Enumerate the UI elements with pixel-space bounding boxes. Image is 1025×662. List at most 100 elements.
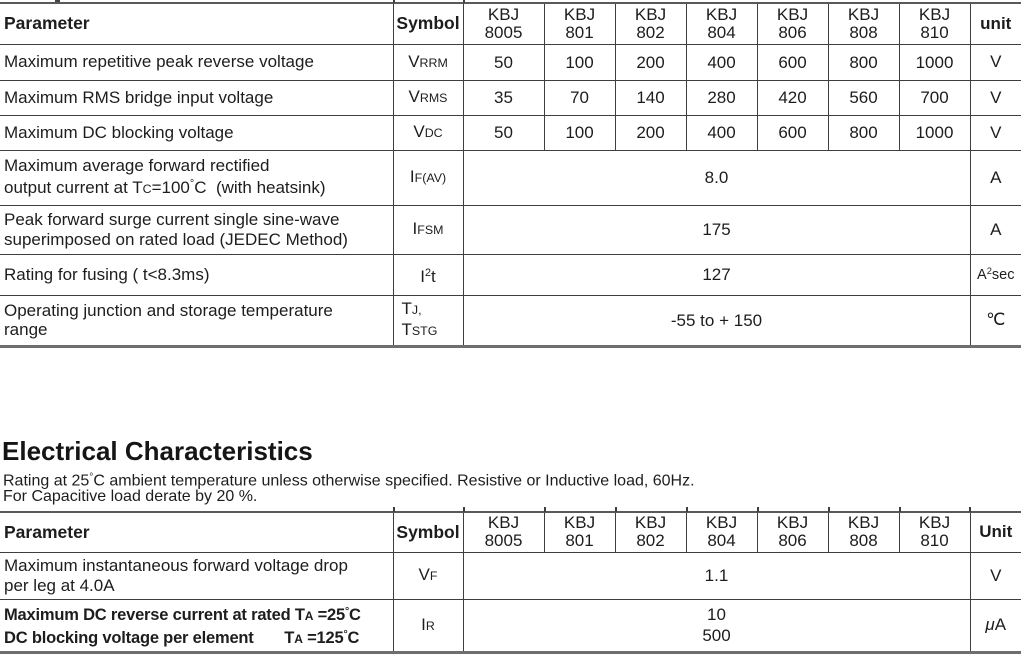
- parameter-cell: Rating for fusing ( t<8.3ms): [0, 253, 394, 296]
- value-cell-merged: 8.0: [462, 149, 971, 206]
- text-line: VRMS: [396, 87, 461, 108]
- text-segment: V: [990, 122, 1002, 142]
- device-header-line: KBJ: [847, 513, 880, 533]
- device-header-line: 802: [636, 531, 665, 551]
- text-segment: RMS: [419, 91, 448, 105]
- text-segment: C: [347, 629, 360, 648]
- device-column-header: KBJ 808: [827, 2, 900, 45]
- text-line: output current at TC=100°C (with heatsin…: [4, 175, 389, 199]
- device-header-line: KBJ: [634, 513, 667, 533]
- text-line: VDC: [396, 122, 461, 143]
- text-segment: STG: [411, 324, 438, 338]
- parameter-cell: Maximum RMS bridge input voltage: [0, 79, 394, 116]
- text-segment: V: [990, 87, 1002, 107]
- text-segment: Rating at 25: [3, 472, 90, 490]
- text-segment: DC: [424, 126, 443, 140]
- unit-cell: V: [969, 114, 1021, 151]
- text-segment: °: [345, 604, 350, 617]
- text-segment: V: [418, 565, 430, 584]
- parameter-cell: Maximum DC reverse current at rated TA =…: [0, 598, 394, 655]
- value-cell: 50: [462, 43, 545, 81]
- text-line: Maximum average forward rectified: [4, 156, 389, 176]
- text-segment: 175: [702, 220, 731, 239]
- text-segment: °: [189, 178, 195, 191]
- symbol-cell: VRMS: [392, 79, 464, 116]
- text-line: 127: [464, 264, 969, 285]
- text-segment: C: [142, 181, 152, 196]
- text-segment: =100: [151, 177, 190, 197]
- text-segment: 127: [702, 265, 731, 284]
- text-segment: μ: [985, 615, 995, 635]
- text-line: TJ,: [402, 299, 461, 320]
- text-line: 8.0: [464, 167, 969, 188]
- symbol-cell: VF: [392, 551, 464, 600]
- parameter-cell: Peak forward surge current single sine-w…: [0, 204, 394, 255]
- symbol-cell: IR: [392, 598, 464, 655]
- parameter-cell: Maximum repetitive peak reverse voltage: [0, 43, 394, 81]
- text-segment: Maximum instantaneous forward voltage dr…: [4, 556, 348, 575]
- device-header-line: 806: [778, 22, 807, 42]
- value-cell: 1000: [898, 114, 971, 151]
- device-header-line: 808: [849, 22, 878, 42]
- device-column-header: KBJ 804: [685, 2, 758, 45]
- device-header-line: KBJ: [705, 4, 738, 24]
- scan-tick: [828, 507, 830, 512]
- text-segment: range: [4, 320, 48, 339]
- table-row: Operating junction and storage temperatu…: [0, 294, 1021, 348]
- text-segment: 1.1: [704, 566, 729, 585]
- text-segment: 500: [702, 626, 731, 646]
- text-segment: Operating junction and storage temperatu…: [4, 300, 333, 320]
- text-line: 500: [464, 625, 969, 646]
- table-electrical-characteristics: Parameter Symbol KBJ 8005 KBJ 801 KBJ 802 KBJ 804…: [0, 511, 1021, 655]
- text-segment: F(AV): [414, 171, 447, 185]
- text-segment: C: [349, 605, 361, 624]
- text-line: VRRM: [396, 52, 461, 73]
- parameter-cell: Maximum DC blocking voltage: [0, 114, 394, 151]
- unit-column-header: Unit: [969, 511, 1021, 553]
- text-segment: per leg at 4.0A: [4, 575, 115, 595]
- value-cell: 800: [827, 114, 900, 151]
- table-row: Peak forward surge current single sine-w…: [0, 204, 1021, 255]
- unit-column-header: unit: [969, 2, 1021, 45]
- text-segment: C (with heatsink): [194, 177, 326, 197]
- text-segment: FSM: [417, 223, 444, 237]
- text-line: DC blocking voltage per element TA =125°…: [4, 625, 389, 649]
- text-segment: For Capacitive load derate by 20 %.: [3, 488, 258, 505]
- device-header-line: 802: [636, 22, 665, 42]
- value-cell: 280: [685, 79, 758, 116]
- symbol-cell: TJ, T STG: [392, 294, 464, 348]
- text-line: range: [4, 320, 389, 340]
- symbol-cell: IF(AV): [392, 149, 464, 206]
- device-column-header: KBJ 802: [614, 511, 687, 553]
- text-segment: V: [413, 122, 425, 141]
- text-segment: C ambient temperature unless otherwise s…: [93, 472, 695, 490]
- text-segment: V: [408, 87, 420, 106]
- text-segment: A: [304, 608, 314, 623]
- text-segment: V: [990, 52, 1002, 71]
- device-header-line: 810: [920, 531, 949, 551]
- symbol-cell: VRRM: [392, 43, 464, 81]
- unit-cell: μA: [969, 598, 1021, 655]
- text-segment: 10: [707, 605, 726, 625]
- device-header-line: KBJ: [776, 4, 809, 24]
- rating-note-line-1: Rating at 25°C ambient temperature unles…: [3, 469, 695, 491]
- device-column-header: KBJ 802: [614, 2, 687, 45]
- device-column-header: KBJ 804: [685, 511, 758, 553]
- device-header-line: 810: [920, 22, 949, 42]
- table-row: Maximum average forward rectified output …: [0, 149, 1021, 206]
- device-column-header: KBJ 806: [756, 511, 829, 553]
- device-header-line: 801: [565, 22, 594, 42]
- text-segment: T: [401, 299, 412, 318]
- parameter-column-header: Parameter: [0, 2, 394, 45]
- device-header-line: 806: [778, 531, 807, 551]
- value-cell: 100: [543, 43, 616, 81]
- value-cell: 35: [462, 79, 545, 116]
- text-segment: V: [990, 565, 1002, 585]
- table-row: Maximum DC reverse current at rated TA =…: [0, 598, 1021, 655]
- value-cell-merged: 1.1: [462, 551, 971, 600]
- text-segment: Peak forward surge current single sine-w…: [4, 210, 340, 229]
- table-row: Maximum RMS bridge input voltage VRMS 35 70…: [0, 79, 1021, 116]
- device-column-header: KBJ 810: [898, 2, 971, 45]
- value-cell: 50: [462, 114, 545, 151]
- value-cell: 200: [614, 114, 687, 151]
